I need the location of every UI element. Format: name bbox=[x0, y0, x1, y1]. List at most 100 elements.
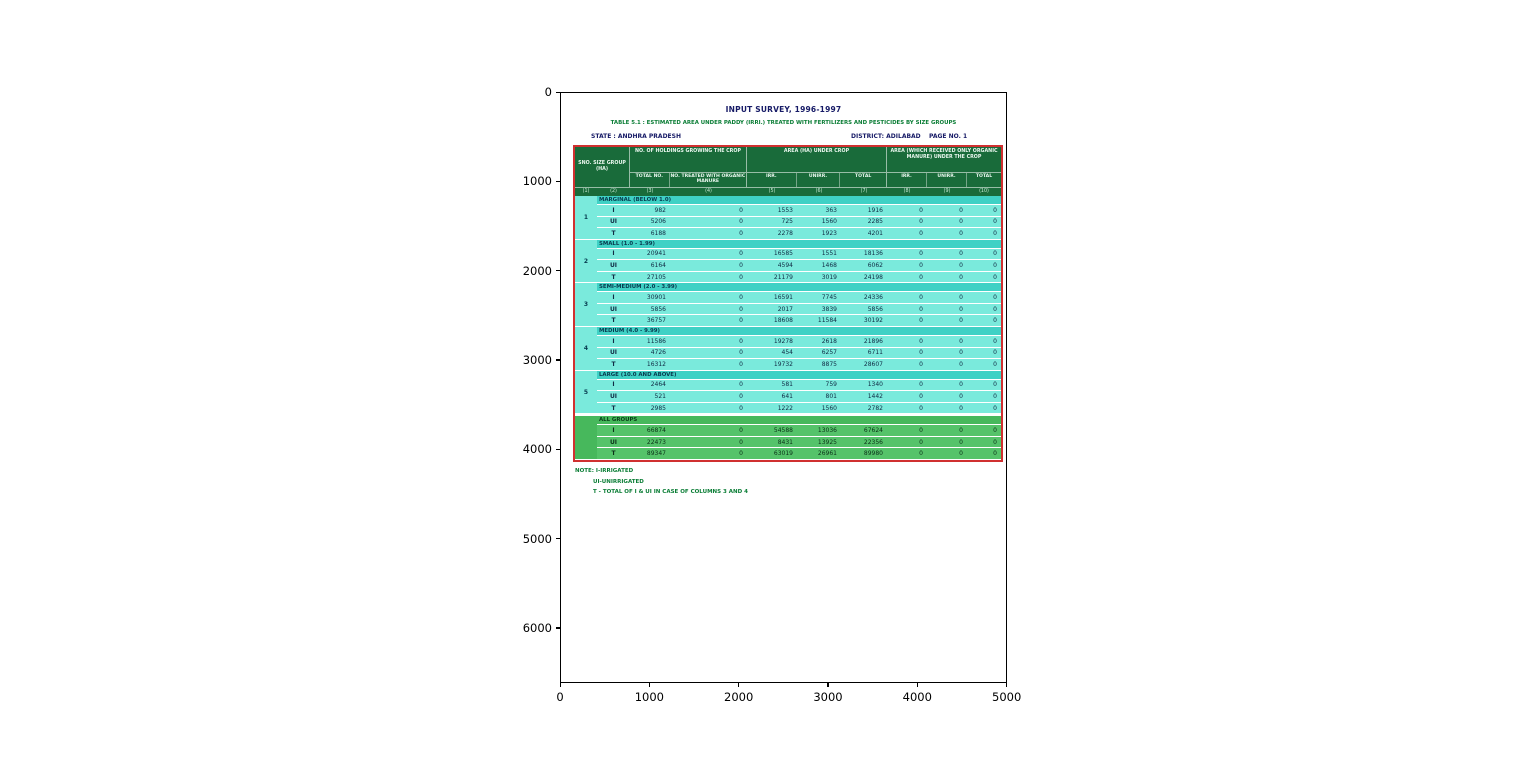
cell-value: 0 bbox=[919, 218, 923, 226]
doc-title: INPUT SURVEY, 1996-1997 bbox=[725, 105, 842, 114]
cell-value: 982 bbox=[654, 206, 666, 214]
cell-value: 24336 bbox=[863, 294, 883, 302]
cell-value: 1551 bbox=[821, 250, 837, 258]
group-number: 3 bbox=[575, 283, 597, 327]
table-row: I 20941 0 16585 1551 18136 0 0 0 bbox=[597, 248, 1001, 261]
y-tick-mark bbox=[556, 538, 560, 540]
table-row: I 11586 0 19278 2618 21896 0 0 0 bbox=[597, 336, 1001, 348]
cell-value: 0 bbox=[993, 305, 997, 313]
row-type-label: UI bbox=[609, 262, 618, 270]
cell-value: 4201 bbox=[867, 229, 883, 237]
x-tick-label: 0 bbox=[556, 690, 564, 704]
cell-value: 0 bbox=[959, 206, 963, 214]
cell-value: 5856 bbox=[650, 305, 666, 313]
header-holdings-group: NO. OF HOLDINGS GROWING THE CROP TOTAL N… bbox=[630, 147, 747, 187]
row-type-label: T bbox=[611, 404, 616, 412]
cell-value: 0 bbox=[919, 337, 923, 345]
cell-value: 0 bbox=[739, 229, 743, 237]
cell-value: 0 bbox=[959, 360, 963, 368]
cell-value: 0 bbox=[959, 273, 963, 281]
y-tick-label: 4000 bbox=[522, 442, 552, 457]
y-tick-mark bbox=[556, 270, 560, 272]
document-image: INPUT SURVEY, 1996-1997 TABLE 5.1 : ESTI… bbox=[561, 93, 1006, 682]
cell-value: 0 bbox=[993, 218, 997, 226]
cell-value: 4594 bbox=[777, 262, 793, 270]
header-total-2: TOTAL bbox=[975, 174, 993, 179]
table-header: SNO. SIZE GROUP (HA) NO. OF HOLDINGS GRO… bbox=[575, 147, 1001, 187]
group-rows: ALL GROUPS I 66874 0 54588 13036 67624 0 0 0 UI 224… bbox=[597, 416, 1001, 460]
cell-value: 0 bbox=[993, 450, 997, 458]
cell-value: 16591 bbox=[773, 294, 793, 302]
x-tick-label: 5000 bbox=[992, 690, 1022, 704]
group-rows: LARGE (10.0 AND ABOVE) I 2464 0 581 759 1340 0 0… bbox=[597, 370, 1001, 414]
cell-value: 0 bbox=[919, 317, 923, 325]
cell-value: 0 bbox=[919, 404, 923, 412]
cell-value: 6164 bbox=[650, 262, 666, 270]
cell-value: 3839 bbox=[821, 305, 837, 313]
row-type-label: UI bbox=[609, 218, 618, 226]
cell-value: 0 bbox=[919, 273, 923, 281]
cell-value: 0 bbox=[959, 349, 963, 357]
cell-value: 0 bbox=[993, 294, 997, 302]
cell-value: 0 bbox=[739, 381, 743, 389]
group-label: MARGINAL (BELOW 1.0) bbox=[597, 196, 1001, 205]
cell-value: 3019 bbox=[821, 273, 837, 281]
row-type-label: T bbox=[611, 360, 616, 368]
header-size-group: SNO. SIZE GROUP (HA) bbox=[575, 147, 630, 187]
group-label: MEDIUM (4.0 - 9.99) bbox=[597, 327, 1001, 337]
y-tick-mark bbox=[556, 627, 560, 629]
cell-value: 0 bbox=[959, 250, 963, 258]
cell-value: 21179 bbox=[773, 273, 793, 281]
cell-value: 0 bbox=[993, 317, 997, 325]
y-tick-label: 2000 bbox=[522, 263, 552, 278]
cell-value: 6062 bbox=[867, 262, 883, 270]
table-row: UI 22473 0 8431 13925 22356 0 0 0 bbox=[597, 436, 1001, 449]
cell-value: 1560 bbox=[821, 404, 837, 412]
cell-value: 0 bbox=[739, 349, 743, 357]
cell-value: 0 bbox=[959, 305, 963, 313]
cell-value: 2017 bbox=[777, 305, 793, 313]
cell-value: 0 bbox=[919, 450, 923, 458]
cell-value: 0 bbox=[739, 206, 743, 214]
cell-value: 0 bbox=[919, 294, 923, 302]
x-tick-mark bbox=[648, 683, 651, 687]
cell-value: 0 bbox=[993, 229, 997, 237]
cell-value: 8431 bbox=[777, 438, 793, 446]
cell-value: 89347 bbox=[646, 450, 666, 458]
size-group-section: ALL GROUPS I 66874 0 54588 13036 67624 0 0 0 UI 224… bbox=[575, 414, 1001, 460]
table-row: UI 4726 0 454 6257 6711 0 0 0 bbox=[597, 347, 1001, 360]
table-row: T 2985 0 1222 1560 2782 0 0 0 bbox=[597, 402, 1001, 414]
cell-value: 0 bbox=[919, 250, 923, 258]
group-number: 5 bbox=[575, 370, 597, 414]
header-area-manure-group: AREA (WHICH RECEIVED ONLY ORGANIC MANURE… bbox=[887, 147, 1001, 187]
cell-value: 0 bbox=[739, 317, 743, 325]
x-tick-label: 4000 bbox=[902, 690, 932, 704]
cell-value: 0 bbox=[993, 393, 997, 401]
cell-value: 0 bbox=[993, 427, 997, 435]
cell-value: 0 bbox=[993, 404, 997, 412]
x-tick-mark bbox=[1006, 683, 1008, 687]
x-tick-label: 2000 bbox=[724, 690, 754, 704]
table-row: I 66874 0 54588 13036 67624 0 0 0 bbox=[597, 425, 1001, 437]
doc-subtitle: TABLE 5.1 : ESTIMATED AREA UNDER PADDY (… bbox=[610, 120, 957, 126]
row-type-label: I bbox=[612, 337, 615, 345]
row-type-label: I bbox=[612, 206, 615, 214]
doc-notes: NOTE: I-IRRIGATED UI-UNIRRIGATED T - TOTAL… bbox=[575, 466, 748, 498]
cell-value: 0 bbox=[959, 427, 963, 435]
cell-value: 0 bbox=[739, 250, 743, 258]
cell-value: 363 bbox=[825, 206, 837, 214]
cell-value: 6257 bbox=[821, 349, 837, 357]
cell-value: 67624 bbox=[863, 427, 883, 435]
cell-value: 0 bbox=[739, 438, 743, 446]
doc-meta-line: STATE : ANDHRA PRADESH DISTRICT: ADILABA… bbox=[561, 133, 1006, 143]
table-row: I 982 0 1553 363 1916 0 0 0 bbox=[597, 205, 1001, 217]
row-type-label: I bbox=[612, 250, 615, 258]
x-tick-mark bbox=[559, 683, 561, 687]
table-row: T 27105 0 21179 3019 24198 0 0 0 bbox=[597, 271, 1001, 283]
header-irr: IRR. bbox=[747, 173, 797, 187]
cell-value: 13036 bbox=[817, 427, 837, 435]
header-irr-2: IRR. bbox=[887, 173, 927, 187]
cell-value: 454 bbox=[781, 349, 793, 357]
column-number: (2) bbox=[610, 189, 617, 194]
cell-value: 27105 bbox=[646, 273, 666, 281]
